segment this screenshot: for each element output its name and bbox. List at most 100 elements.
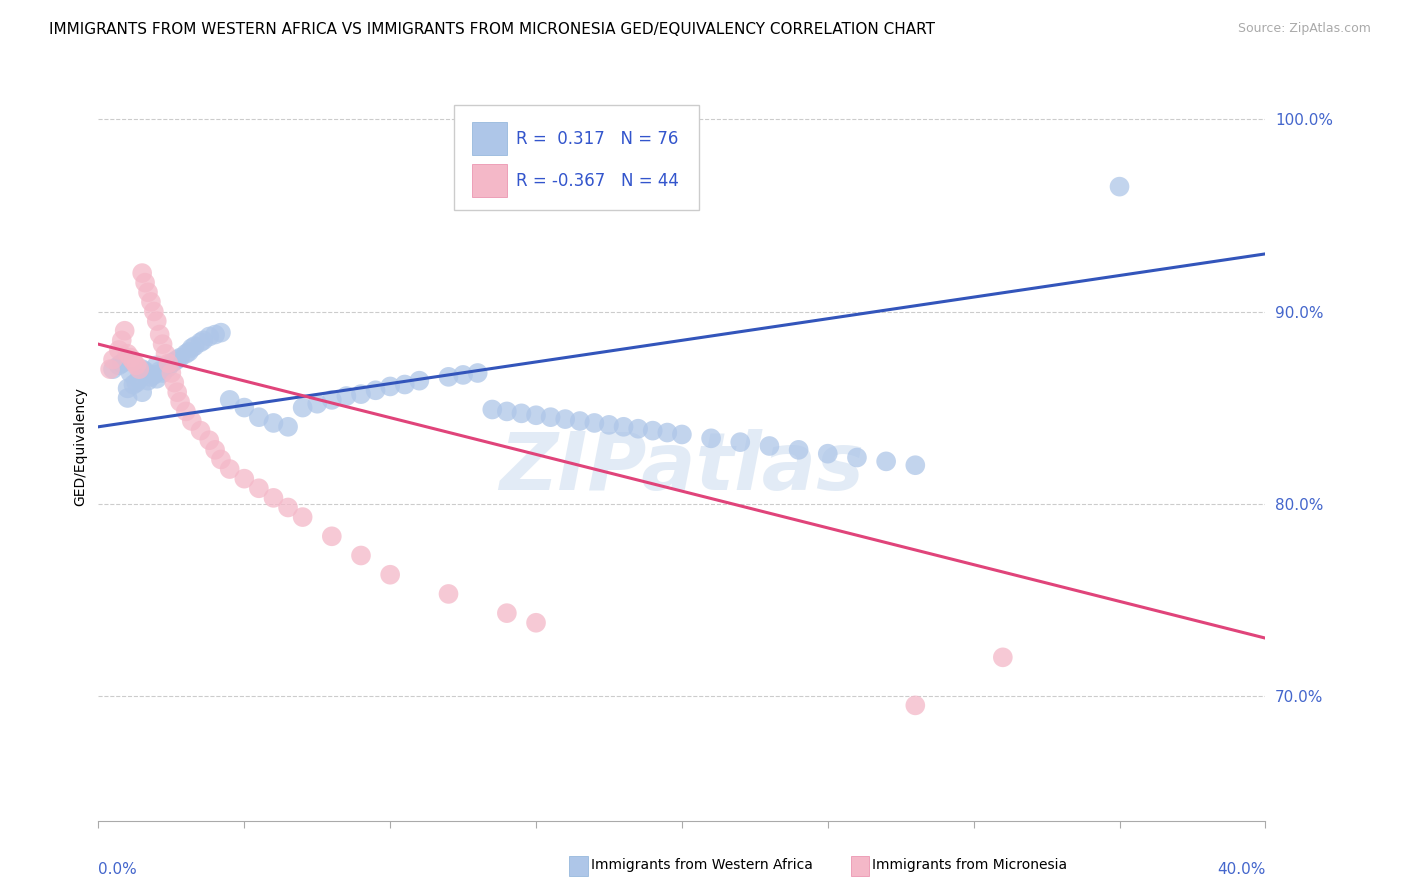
- Point: [875, 454, 897, 468]
- Point: [904, 458, 927, 473]
- Point: [408, 374, 430, 388]
- Point: [120, 366, 142, 380]
- Point: [380, 567, 402, 582]
- Point: [209, 326, 232, 340]
- Text: Source: ZipAtlas.com: Source: ZipAtlas.com: [1237, 22, 1371, 36]
- Point: [467, 366, 489, 380]
- Point: [166, 352, 188, 367]
- Point: [139, 294, 162, 309]
- Point: [700, 431, 723, 445]
- Point: [157, 356, 180, 370]
- Point: [155, 362, 177, 376]
- Point: [321, 392, 343, 407]
- Point: [166, 385, 188, 400]
- Point: [101, 362, 124, 376]
- Point: [117, 347, 139, 361]
- Point: [139, 369, 162, 384]
- Point: [262, 416, 284, 430]
- Text: ZIPatlas: ZIPatlas: [499, 429, 865, 508]
- Point: [277, 500, 299, 515]
- Point: [101, 352, 124, 367]
- Point: [136, 374, 159, 388]
- Point: [111, 356, 134, 370]
- Point: [524, 409, 547, 423]
- Point: [291, 510, 314, 524]
- Text: R = -0.367   N = 44: R = -0.367 N = 44: [516, 172, 679, 190]
- Point: [787, 442, 810, 457]
- Point: [307, 397, 329, 411]
- Point: [117, 352, 139, 367]
- Point: [758, 439, 780, 453]
- Point: [218, 392, 240, 407]
- Point: [730, 435, 752, 450]
- Point: [627, 422, 650, 436]
- Point: [131, 266, 153, 280]
- FancyBboxPatch shape: [472, 164, 508, 197]
- Point: [524, 615, 547, 630]
- Point: [291, 401, 314, 415]
- Point: [190, 424, 212, 438]
- Point: [380, 379, 402, 393]
- Point: [122, 377, 145, 392]
- Point: [125, 376, 148, 390]
- Point: [641, 424, 664, 438]
- Point: [174, 347, 197, 361]
- Point: [496, 404, 519, 418]
- Point: [204, 327, 226, 342]
- Point: [598, 417, 620, 432]
- Point: [149, 364, 172, 378]
- Point: [180, 341, 202, 355]
- Point: [262, 491, 284, 505]
- Point: [437, 587, 460, 601]
- Text: 0.0%: 0.0%: [98, 863, 138, 878]
- Point: [169, 351, 191, 365]
- Point: [142, 368, 165, 382]
- Point: [160, 366, 183, 380]
- Point: [209, 452, 232, 467]
- Point: [122, 354, 145, 368]
- Point: [583, 416, 606, 430]
- Point: [111, 334, 134, 348]
- Point: [612, 419, 634, 434]
- Point: [157, 360, 180, 375]
- Point: [991, 650, 1014, 665]
- Point: [233, 472, 256, 486]
- Point: [198, 434, 221, 448]
- Point: [190, 335, 212, 350]
- Point: [817, 447, 839, 461]
- Point: [233, 401, 256, 415]
- Point: [149, 327, 172, 342]
- Text: R =  0.317   N = 76: R = 0.317 N = 76: [516, 130, 679, 148]
- Point: [114, 324, 136, 338]
- Point: [163, 376, 186, 390]
- Point: [142, 304, 165, 318]
- Point: [131, 362, 153, 376]
- Point: [98, 362, 121, 376]
- Point: [277, 419, 299, 434]
- Point: [394, 377, 416, 392]
- Point: [321, 529, 343, 543]
- Point: [451, 368, 474, 382]
- Point: [174, 404, 197, 418]
- Point: [134, 364, 156, 378]
- Point: [671, 427, 693, 442]
- Point: [108, 359, 131, 373]
- Point: [146, 372, 169, 386]
- Text: Immigrants from Western Africa: Immigrants from Western Africa: [591, 858, 813, 872]
- Point: [183, 339, 205, 353]
- Point: [180, 414, 202, 428]
- Point: [554, 412, 576, 426]
- Point: [146, 359, 169, 373]
- Point: [247, 481, 270, 495]
- Point: [193, 334, 215, 348]
- Point: [114, 354, 136, 368]
- Point: [204, 442, 226, 457]
- Point: [568, 414, 591, 428]
- Text: Immigrants from Micronesia: Immigrants from Micronesia: [872, 858, 1067, 872]
- Point: [152, 337, 174, 351]
- Point: [335, 389, 357, 403]
- Point: [1108, 179, 1130, 194]
- Point: [136, 285, 159, 300]
- Point: [128, 362, 150, 376]
- Point: [128, 372, 150, 386]
